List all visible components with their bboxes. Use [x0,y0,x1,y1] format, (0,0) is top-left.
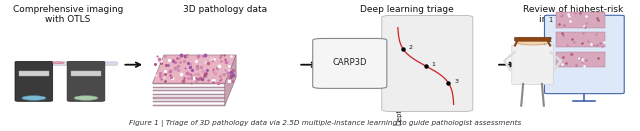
FancyBboxPatch shape [556,12,605,28]
Text: Review of highest-risk
image sections: Review of highest-risk image sections [524,5,623,24]
Ellipse shape [22,96,46,100]
FancyBboxPatch shape [67,61,105,101]
FancyBboxPatch shape [313,39,387,88]
Ellipse shape [52,62,64,64]
Text: 1: 1 [431,62,435,67]
Polygon shape [152,87,225,88]
FancyBboxPatch shape [512,45,553,84]
Text: Comprehensive imaging
with OTLS: Comprehensive imaging with OTLS [13,5,123,24]
Polygon shape [152,83,225,84]
Ellipse shape [74,96,98,100]
FancyBboxPatch shape [19,71,49,76]
Text: Risk: Risk [459,22,473,28]
Text: Deep learning triage: Deep learning triage [360,5,454,13]
FancyBboxPatch shape [15,61,52,101]
Polygon shape [152,101,225,102]
FancyBboxPatch shape [382,15,473,111]
Ellipse shape [70,72,102,88]
Polygon shape [152,55,236,83]
Polygon shape [152,94,225,95]
Text: 3: 3 [454,79,458,84]
Text: Figure 1 | Triage of 3D pathology data via 2.5D multiple-instance learning to gu: Figure 1 | Triage of 3D pathology data v… [129,120,522,127]
FancyBboxPatch shape [515,37,551,41]
Polygon shape [152,90,225,91]
FancyBboxPatch shape [71,71,101,76]
Polygon shape [152,105,225,106]
Text: 1: 1 [548,17,552,23]
Text: 3D pathology data: 3D pathology data [183,5,267,13]
Circle shape [516,38,549,45]
Ellipse shape [17,72,50,88]
Text: 2: 2 [409,45,413,50]
Polygon shape [152,97,225,99]
FancyBboxPatch shape [545,15,624,94]
Text: 2: 2 [548,37,552,43]
FancyBboxPatch shape [15,62,117,65]
Text: Depth: Depth [396,105,403,125]
Polygon shape [225,55,236,106]
Text: CARP3D: CARP3D [333,58,367,67]
Text: 3: 3 [548,57,552,63]
FancyBboxPatch shape [556,32,605,47]
FancyBboxPatch shape [556,52,605,67]
